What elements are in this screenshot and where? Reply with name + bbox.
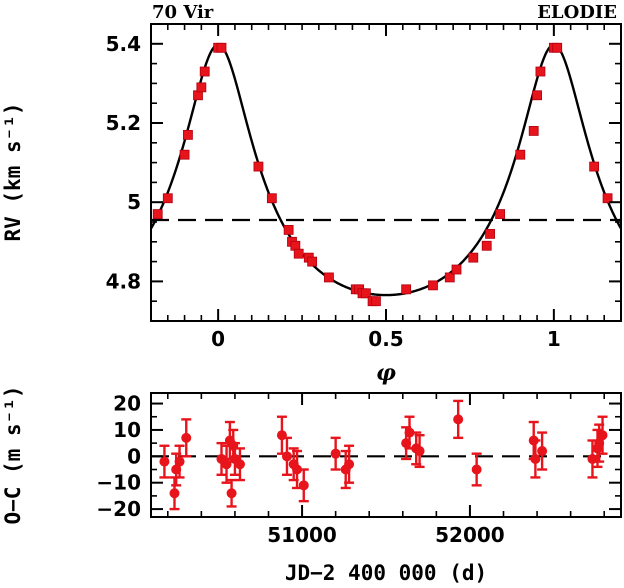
rv-data-point [360,288,371,299]
rv-data-point [196,82,207,93]
x-tick-label: 52000 [435,523,505,547]
rv-data-point [535,66,546,77]
rv-data-point [199,66,210,77]
rv-data-point [444,272,455,283]
residual-point [226,478,237,508]
y-tick-label: −10 [96,471,141,495]
rv-data-point [401,284,412,295]
rv-data-point [266,193,277,204]
residual-point [330,436,341,471]
rv-data-point [283,225,294,235]
residual-point [159,444,170,479]
rv-data-point [532,90,542,101]
rv-data-point [468,252,479,263]
rv-data-point [528,126,539,136]
rv-data-point [428,280,438,291]
residual-point [181,418,192,458]
rv-data-point [515,149,526,160]
rv-data-point [162,193,173,204]
residual-point [597,415,608,455]
star-name-label: 70 Vir [152,2,214,23]
rv-data-point [324,272,334,283]
residual-point [281,436,292,476]
rv-y-axis-title: RV (km s⁻¹) [1,102,25,241]
rv-data-point [451,264,462,275]
orbit-fit-curve [149,43,623,297]
y-tick-label: 4.8 [106,269,141,293]
residual-point [471,452,482,487]
residual-point [414,434,425,469]
residuals-y-axis-title: O−C (m s⁻¹) [1,385,25,524]
x-tick-label: 51000 [267,523,337,547]
y-tick-label: 5.4 [106,32,141,56]
rv-data-point [481,240,492,251]
x-tick-label: 0.5 [368,327,403,351]
y-tick-label: 10 [113,418,141,442]
y-tick-label: 0 [127,444,141,468]
rv-data-point [253,161,264,172]
rv-data-point [602,193,613,204]
rv-plot-frame [150,23,622,322]
rv-data-point [216,42,227,53]
x-tick-label: 0 [211,327,225,351]
residual-point [298,468,309,503]
y-tick-label: −20 [96,497,141,521]
y-tick-label: 5 [127,190,141,214]
instrument-label: ELODIE [537,2,617,23]
y-tick-label: 20 [113,392,141,416]
residuals-plot-frame [150,392,622,518]
y-tick-label: 5.2 [106,111,141,135]
rv-data-point [371,296,381,307]
rv-data-point [552,42,563,53]
rv-data-point [293,248,304,259]
jd-x-axis-title: JD−2 400 000 (d) [285,561,487,585]
rv-data-point [495,209,506,219]
rv-data-point [152,209,163,219]
residual-point [344,444,355,484]
residual-point [234,447,245,482]
residual-point [453,399,464,440]
residual-point [537,431,548,471]
rv-data-point [589,161,600,172]
rv-data-point [183,129,193,140]
rv-data-point [307,256,318,267]
residual-point [169,476,180,511]
residual-point [174,444,185,479]
residual-point [530,439,541,479]
x-tick-label: 1 [547,327,561,351]
rv-data-point [179,149,190,160]
residual-point [276,415,287,455]
rv-data-point [485,228,495,239]
phase-x-axis-title: φ [376,360,396,386]
